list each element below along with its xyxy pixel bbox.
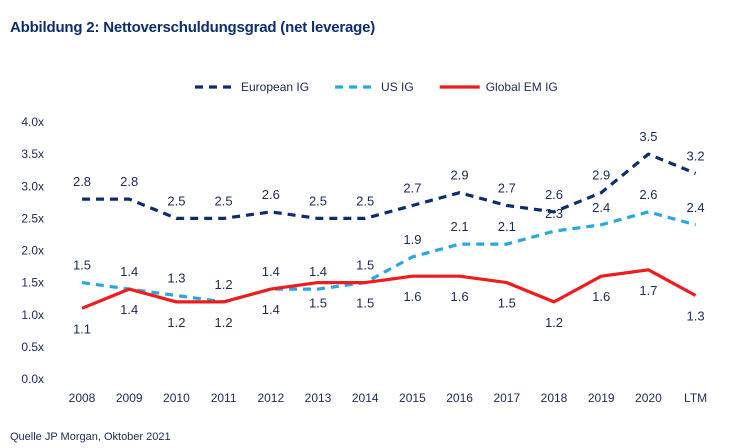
legend-item: European IG	[195, 80, 309, 94]
x-axis: 2008 2009 2010 2011 2012 2013 2014 2015 2016 2017…	[69, 391, 708, 405]
legend-label: US IG	[381, 80, 414, 94]
legend-label: Global EM IG	[486, 80, 558, 94]
data-label: 1.2	[215, 315, 233, 330]
x-tick-label: 2010	[163, 391, 190, 405]
legend-label: European IG	[241, 80, 309, 94]
data-label: 1.1	[73, 321, 91, 336]
data-label: 1.4	[309, 264, 327, 279]
legend-item: US IG	[335, 80, 414, 94]
x-tick-label: LTM	[684, 391, 707, 405]
data-label: 2.7	[403, 181, 421, 196]
legend-item: Global EM IG	[439, 80, 558, 94]
data-label: 1.4	[262, 302, 280, 317]
data-label: 2.6	[262, 187, 280, 202]
series-line	[82, 152, 697, 220]
y-tick-label: 1.5x	[21, 276, 44, 290]
data-label: 3.5	[639, 129, 657, 144]
data-label: 1.3	[167, 270, 185, 285]
x-tick-label: 2019	[588, 391, 615, 405]
data-label: 1.2	[545, 315, 563, 330]
x-tick-label: 2015	[399, 391, 426, 405]
y-tick-label: 2.0x	[21, 244, 44, 258]
data-label: 2.8	[73, 174, 91, 189]
x-tick-label: 2016	[446, 391, 473, 405]
y-tick-label: 4.0x	[21, 115, 44, 129]
data-label: 1.4	[120, 302, 138, 317]
x-tick-label: 2008	[69, 391, 96, 405]
data-label: 2.5	[356, 193, 374, 208]
y-tick-label: 0.5x	[21, 340, 44, 354]
data-label: 2.1	[451, 219, 469, 234]
data-label: 1.6	[592, 289, 610, 304]
data-label: 1.5	[356, 258, 374, 273]
data-label: 1.4	[262, 264, 280, 279]
data-label: 2.3	[545, 206, 563, 221]
data-label: 2.5	[215, 193, 233, 208]
data-label: 1.7	[639, 283, 657, 298]
data-label: 1.6	[403, 289, 421, 304]
series-lines	[81, 152, 697, 310]
data-label: 1.5	[309, 296, 327, 311]
data-label: 1.4	[120, 264, 138, 279]
data-label: 1.3	[687, 308, 705, 323]
data-label: 1.2	[167, 315, 185, 330]
data-label: 2.4	[592, 200, 610, 215]
series-line	[81, 210, 697, 304]
x-tick-label: 2014	[352, 391, 379, 405]
data-label: 1.5	[73, 258, 91, 273]
data-label: 1.5	[498, 296, 516, 311]
legend: European IG US IG Global EM IG	[195, 80, 558, 94]
data-label: 2.9	[592, 168, 610, 183]
data-label: 2.6	[639, 187, 657, 202]
data-label: 2.1	[498, 219, 516, 234]
data-label: 1.6	[451, 289, 469, 304]
x-tick-label: 2009	[116, 391, 143, 405]
data-label: 2.4	[687, 200, 705, 215]
data-label: 2.7	[498, 181, 516, 196]
y-tick-label: 0.0x	[21, 372, 44, 386]
data-label: 1.5	[356, 296, 374, 311]
y-tick-label: 2.5x	[21, 211, 44, 225]
x-tick-label: 2013	[305, 391, 332, 405]
y-axis: 0.0x 0.5x 1.0x 1.5x 2.0x 2.5x 3.0x 3.5x 4.0x	[21, 115, 44, 386]
x-tick-label: 2017	[493, 391, 520, 405]
data-label: 2.8	[120, 174, 138, 189]
y-tick-label: 3.0x	[21, 179, 44, 193]
chart-title: Abbildung 2: Nettoverschuldungsgrad (net…	[10, 19, 376, 36]
source-note: Quelle JP Morgan, Oktober 2021	[10, 431, 171, 443]
x-tick-label: 2020	[635, 391, 662, 405]
y-tick-label: 1.0x	[21, 308, 44, 322]
x-tick-label: 2012	[257, 391, 284, 405]
data-label: 1.9	[403, 232, 421, 247]
x-tick-label: 2018	[541, 391, 568, 405]
data-label: 2.5	[309, 193, 327, 208]
data-label: 1.2	[215, 277, 233, 292]
data-labels: 2.8 2.8 2.5 2.5 2.6 2.5 2.5 2.7 2.9 2.7 2.6 2.9 3.5 3…	[73, 129, 705, 336]
y-tick-label: 3.5x	[21, 147, 44, 161]
x-tick-label: 2011	[211, 391, 237, 405]
data-label: 2.6	[545, 187, 563, 202]
data-label: 2.5	[167, 193, 185, 208]
series-line	[81, 268, 697, 310]
data-label: 2.9	[451, 168, 469, 183]
data-label: 3.2	[687, 148, 705, 163]
